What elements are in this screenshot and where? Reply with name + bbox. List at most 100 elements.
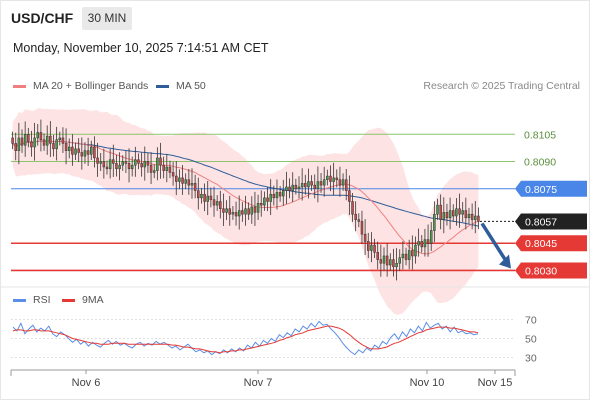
candle-body: [23, 134, 27, 146]
candle-body: [231, 212, 235, 215]
candle-body: [184, 179, 187, 184]
candle-body: [332, 177, 335, 182]
candle: [222, 193, 225, 226]
candle-body: [360, 221, 364, 235]
candle-body: [351, 201, 354, 215]
candle-body: [209, 195, 213, 200]
candle-body: [395, 262, 398, 268]
candle: [36, 123, 40, 146]
candle-body: [228, 208, 232, 215]
candle: [112, 144, 115, 177]
candle-body: [61, 137, 65, 144]
rsi-9ma-line: [12, 325, 479, 354]
candle-body: [461, 210, 464, 215]
candle-body: [83, 150, 87, 157]
timestamp: Monday, November 10, 2025 7:14:51 AM CET: [13, 41, 269, 55]
candle: [27, 127, 30, 148]
candle: [404, 247, 408, 266]
candle-body: [178, 177, 181, 182]
candle-body: [411, 250, 414, 257]
candle: [130, 156, 134, 177]
forecast-arrow-head: [499, 254, 511, 269]
candle-body: [36, 132, 40, 139]
candle-body: [27, 134, 30, 142]
candle-body: [429, 230, 433, 244]
candle-body: [376, 252, 379, 260]
candle-body: [175, 175, 178, 182]
candle: [23, 121, 27, 157]
candle: [253, 191, 257, 226]
candle-body: [363, 233, 367, 242]
candle-body: [275, 192, 279, 199]
candle-body: [285, 186, 288, 191]
candle-body: [115, 163, 118, 170]
candle: [152, 164, 156, 179]
candle: [477, 207, 480, 230]
candle: [439, 194, 442, 230]
x-tick-label: Nov 15: [478, 377, 513, 389]
candle: [184, 173, 187, 190]
candle-body: [168, 166, 172, 173]
candle: [291, 172, 294, 203]
candle: [360, 210, 364, 244]
candle-body: [316, 181, 320, 190]
candle-body: [373, 244, 376, 253]
candle: [20, 129, 24, 153]
candle: [332, 162, 335, 196]
candle-body: [171, 172, 175, 177]
candle-body: [291, 184, 294, 191]
candle: [247, 202, 250, 220]
candle: [341, 173, 345, 191]
ma20-label: MA 20 + Bollinger Bands: [33, 80, 149, 92]
candle-body: [140, 163, 143, 168]
candle: [11, 131, 14, 150]
candle-body: [212, 199, 216, 206]
candle: [451, 204, 455, 222]
candle-body: [80, 152, 84, 157]
candle-body: [354, 213, 357, 220]
candle-body: [313, 184, 316, 190]
candle-body: [90, 146, 93, 155]
ma50-swatch: [156, 84, 169, 88]
rsi-tick-50: 50: [525, 334, 537, 346]
candle-body: [96, 157, 99, 164]
candle: [467, 207, 471, 224]
candle: [134, 146, 137, 177]
candle-body: [297, 186, 301, 190]
candle: [140, 152, 143, 177]
candle: [335, 169, 339, 188]
candle-body: [401, 253, 405, 259]
candle: [149, 152, 153, 185]
candle-body: [241, 210, 244, 215]
timeframe-button[interactable]: 30 MIN: [82, 7, 132, 30]
candle-body: [124, 161, 128, 164]
candle: [162, 156, 165, 179]
rsi-tick-70: 70: [525, 315, 537, 327]
candle: [407, 239, 411, 270]
candle: [436, 198, 439, 220]
candle-body: [467, 213, 471, 219]
candle: [389, 253, 392, 271]
candle-body: [370, 244, 373, 251]
candle: [30, 130, 33, 157]
candle-body: [247, 208, 250, 215]
candle-body: [250, 206, 254, 215]
candle: [357, 213, 361, 228]
candle-body: [244, 208, 247, 215]
candle-body: [108, 159, 112, 170]
candle: [105, 160, 109, 175]
candle-body: [156, 157, 159, 171]
candle: [379, 244, 383, 277]
candle: [80, 137, 84, 170]
candle: [282, 179, 285, 206]
candle-body: [112, 159, 115, 164]
level-label-0.8090: 0.8090: [524, 157, 556, 169]
candle: [96, 142, 99, 177]
candle: [99, 153, 102, 172]
candle: [55, 126, 58, 161]
candle-body: [288, 186, 291, 191]
candle-body: [282, 190, 285, 197]
candle-body: [338, 179, 342, 186]
candle: [83, 142, 87, 164]
candle: [209, 187, 213, 208]
